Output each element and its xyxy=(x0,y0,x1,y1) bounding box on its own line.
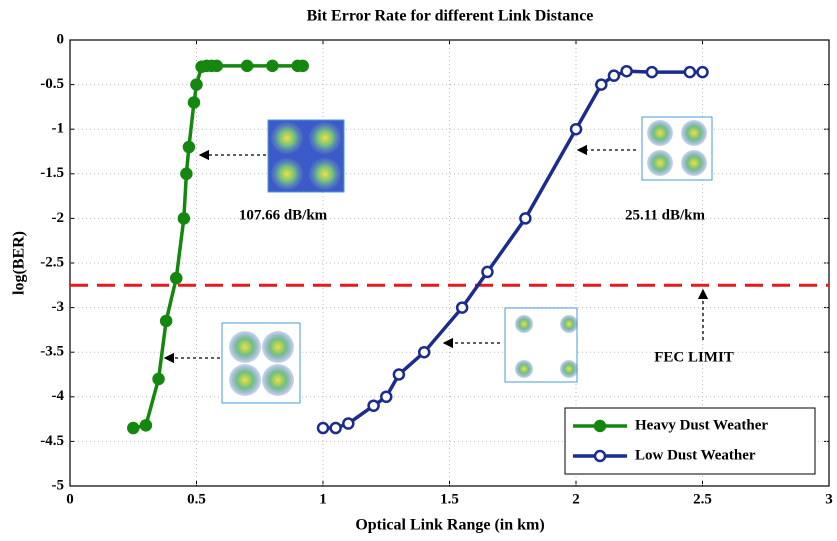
point xyxy=(381,392,391,402)
hline-label: FEC LIMIT xyxy=(654,349,734,365)
point xyxy=(154,374,164,384)
point xyxy=(171,273,181,283)
point xyxy=(698,67,708,77)
y-tick-label: -1.5 xyxy=(40,165,64,181)
y-tick-label: -4.5 xyxy=(40,433,64,449)
x-tick-label: 3 xyxy=(825,491,833,507)
point xyxy=(596,80,606,90)
chart-title: Bit Error Rate for different Link Distan… xyxy=(307,8,594,25)
chart: Bit Error Rate for different Link Distan… xyxy=(0,0,837,536)
constellation-2 xyxy=(642,117,712,180)
x-tick-label: 0 xyxy=(66,491,74,507)
x-tick-label: 2 xyxy=(572,491,580,507)
y-tick-label: -3.5 xyxy=(40,344,64,360)
point xyxy=(192,80,202,90)
y-tick-label: -4 xyxy=(52,388,65,404)
point xyxy=(298,61,308,71)
point xyxy=(685,67,695,77)
y-tick-label: -3 xyxy=(52,299,65,315)
y-tick-label: 0 xyxy=(57,31,65,47)
annotation: 107.66 dB/km xyxy=(239,207,328,223)
y-tick-label: -0.5 xyxy=(40,76,64,92)
point xyxy=(622,66,632,76)
point xyxy=(189,97,199,107)
point xyxy=(343,419,353,429)
constellation-4 xyxy=(505,308,578,382)
point xyxy=(242,61,252,71)
y-tick-label: -2.5 xyxy=(40,254,64,270)
y-tick-label: -2 xyxy=(52,210,65,226)
point xyxy=(520,213,530,223)
legend-label: Low Dust Weather xyxy=(635,447,756,463)
point xyxy=(331,423,341,433)
point xyxy=(267,61,277,71)
annotation: 25.11 dB/km xyxy=(625,207,706,223)
point xyxy=(128,423,138,433)
point xyxy=(609,71,619,81)
point xyxy=(181,169,191,179)
legend-marker xyxy=(595,421,605,431)
constellation-1 xyxy=(268,120,344,192)
point xyxy=(647,67,657,77)
point xyxy=(161,316,171,326)
legend-marker xyxy=(595,451,605,461)
point xyxy=(318,423,328,433)
point xyxy=(369,401,379,411)
legend-label: Heavy Dust Weather xyxy=(635,417,768,433)
x-tick-label: 1.5 xyxy=(440,491,459,507)
point xyxy=(394,370,404,380)
y-axis-label: log(BER) xyxy=(11,231,28,295)
point xyxy=(457,303,467,313)
point xyxy=(179,213,189,223)
y-tick-label: -5 xyxy=(52,477,65,493)
point xyxy=(571,124,581,134)
x-tick-label: 1 xyxy=(319,491,327,507)
point xyxy=(212,61,222,71)
x-tick-label: 0.5 xyxy=(187,491,206,507)
constellation-3 xyxy=(222,323,300,403)
x-tick-label: 2.5 xyxy=(693,491,712,507)
point xyxy=(482,267,492,277)
point xyxy=(141,420,151,430)
point xyxy=(184,142,194,152)
point xyxy=(419,347,429,357)
y-tick-label: -1 xyxy=(52,121,65,137)
x-axis-label: Optical Link Range (in km) xyxy=(355,517,544,534)
